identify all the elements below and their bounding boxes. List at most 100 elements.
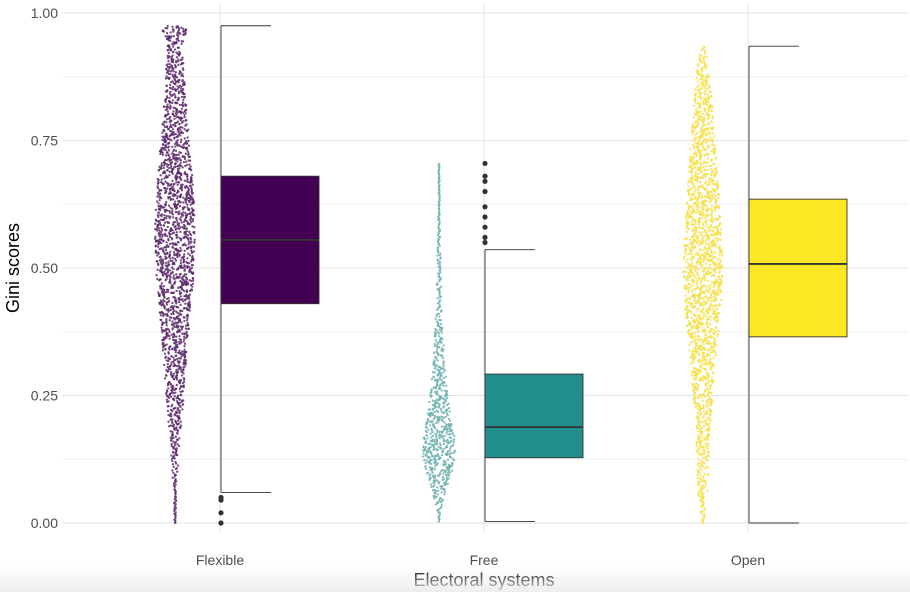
data-point	[700, 480, 703, 483]
data-point	[183, 170, 187, 174]
data-point	[429, 451, 432, 454]
data-point	[176, 36, 180, 40]
data-point	[159, 278, 162, 281]
data-point	[703, 234, 706, 237]
data-point	[718, 222, 722, 225]
data-point	[183, 319, 186, 323]
data-point	[187, 243, 190, 246]
data-point	[172, 291, 176, 294]
data-point	[708, 428, 711, 431]
data-point	[438, 442, 442, 445]
data-point	[433, 467, 437, 471]
data-point	[688, 213, 691, 216]
data-point	[697, 148, 701, 151]
data-point	[173, 497, 176, 501]
data-point	[698, 91, 701, 94]
outlier-point	[482, 214, 488, 220]
data-point	[706, 235, 709, 239]
outlier-point	[482, 188, 488, 195]
data-point	[689, 197, 693, 200]
x-tick-label: Open	[731, 552, 765, 568]
data-point	[435, 441, 438, 445]
data-point	[182, 27, 185, 31]
data-point	[692, 389, 695, 392]
data-point	[170, 442, 173, 446]
data-point	[691, 168, 694, 171]
data-point	[172, 106, 175, 109]
data-point	[165, 389, 169, 392]
data-point	[709, 177, 713, 180]
data-point	[172, 110, 175, 113]
data-point	[187, 262, 191, 265]
data-point	[699, 302, 702, 305]
data-point	[172, 338, 175, 341]
data-point	[183, 80, 186, 84]
data-point	[192, 230, 196, 234]
data-point	[167, 141, 170, 145]
data-point	[165, 369, 168, 372]
data-point	[706, 117, 710, 120]
data-point	[176, 25, 180, 28]
data-point	[718, 278, 722, 281]
data-point	[439, 472, 442, 475]
data-point	[166, 362, 169, 366]
data-point	[442, 463, 445, 466]
data-point	[183, 306, 186, 310]
data-point	[704, 405, 708, 408]
data-point	[697, 185, 700, 188]
data-point	[445, 384, 448, 388]
data-point	[703, 516, 706, 520]
data-point	[178, 167, 181, 170]
data-point	[687, 332, 690, 335]
data-point	[179, 32, 182, 35]
data-point	[429, 446, 432, 449]
data-point	[184, 185, 187, 188]
data-point	[688, 251, 692, 254]
data-point	[687, 181, 690, 184]
data-point	[186, 206, 189, 209]
data-point	[178, 163, 181, 167]
data-point	[183, 268, 187, 271]
data-point	[695, 444, 698, 447]
data-point	[168, 158, 172, 161]
data-point	[695, 344, 698, 347]
data-point	[707, 168, 710, 172]
data-point	[178, 273, 182, 276]
data-point	[190, 221, 193, 224]
data-point	[716, 179, 719, 183]
data-point	[707, 432, 710, 436]
data-point	[703, 389, 706, 392]
data-point	[432, 422, 435, 426]
data-point	[169, 125, 172, 128]
data-point	[700, 110, 703, 113]
data-point	[693, 346, 696, 350]
data-point	[164, 264, 167, 267]
data-point	[176, 443, 179, 446]
data-point	[168, 166, 171, 170]
data-point	[703, 168, 706, 172]
data-point	[166, 165, 169, 168]
data-point	[700, 200, 704, 203]
data-point	[708, 334, 712, 337]
data-point	[702, 496, 705, 499]
data-point	[169, 436, 172, 439]
data-point	[694, 370, 697, 373]
data-point	[701, 436, 704, 439]
data-point	[190, 240, 193, 243]
data-point	[694, 334, 697, 338]
data-point	[704, 175, 707, 179]
data-point	[164, 255, 167, 258]
data-point	[422, 445, 425, 448]
data-point	[430, 436, 433, 439]
data-point	[183, 205, 186, 209]
data-point	[167, 263, 170, 266]
data-point	[440, 285, 443, 288]
data-point	[429, 477, 432, 480]
data-point	[167, 400, 170, 403]
data-point	[167, 100, 171, 103]
data-point	[689, 205, 692, 209]
data-point	[706, 190, 709, 193]
data-point	[709, 302, 712, 306]
data-point	[169, 190, 172, 194]
data-point	[707, 121, 710, 125]
